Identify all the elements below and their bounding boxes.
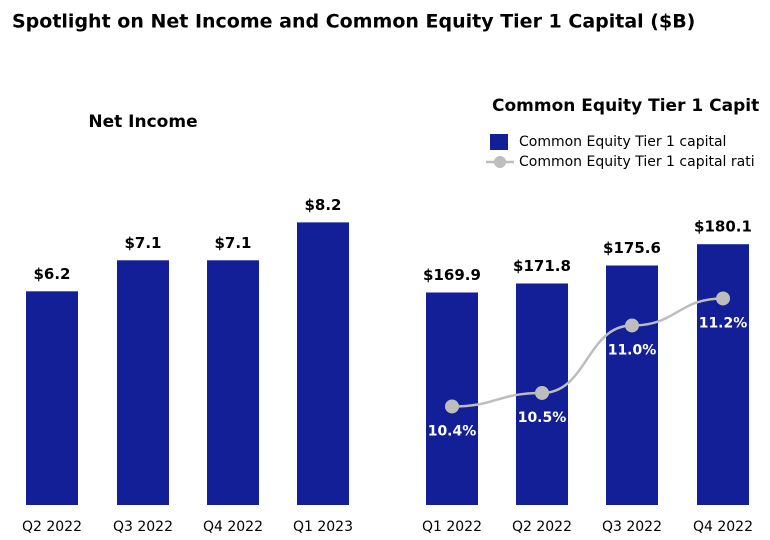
ratio-marker xyxy=(625,318,639,333)
legend-marker xyxy=(494,156,506,168)
bar xyxy=(117,260,169,505)
ratio-label: 11.0% xyxy=(608,342,657,358)
bar xyxy=(26,291,78,505)
legend-label: Common Equity Tier 1 capital rati xyxy=(519,154,755,170)
value-label: $180.1 xyxy=(694,218,752,236)
x-tick-label: Q3 2022 xyxy=(113,519,173,535)
slide-title: Spotlight on Net Income and Common Equit… xyxy=(12,11,695,33)
ratio-line xyxy=(451,297,724,408)
bar xyxy=(697,244,749,505)
bar xyxy=(426,292,478,505)
value-label: $6.2 xyxy=(33,265,70,283)
x-tick-label: Q2 2022 xyxy=(22,519,82,535)
legend-label: Common Equity Tier 1 capital xyxy=(519,134,726,150)
value-label: $175.6 xyxy=(603,239,661,257)
ratio-marker xyxy=(716,291,730,306)
bar xyxy=(207,260,259,505)
ratio-label: 10.4% xyxy=(428,423,477,439)
x-tick-label: Q3 2022 xyxy=(602,519,662,535)
ratio-marker xyxy=(445,399,459,414)
value-label: $7.1 xyxy=(124,234,161,252)
x-tick-label: Q4 2022 xyxy=(203,519,263,535)
value-label: $7.1 xyxy=(214,234,251,252)
chart-title: Net Income xyxy=(88,112,197,132)
x-tick-label: Q4 2022 xyxy=(693,519,753,535)
ratio-label: 11.2% xyxy=(699,315,748,331)
ratio-label: 10.5% xyxy=(518,410,567,426)
x-tick-label: Q2 2022 xyxy=(512,519,572,535)
legend-swatch xyxy=(490,134,508,150)
x-tick-label: Q1 2023 xyxy=(293,519,353,535)
x-tick-label: Q1 2022 xyxy=(422,519,482,535)
bar xyxy=(606,265,658,505)
value-label: $171.8 xyxy=(513,257,571,275)
ratio-marker xyxy=(535,385,549,400)
bar xyxy=(297,222,349,505)
value-label: $8.2 xyxy=(304,196,341,214)
chart-title: Common Equity Tier 1 Capit xyxy=(492,96,759,116)
value-label: $169.9 xyxy=(423,266,481,284)
